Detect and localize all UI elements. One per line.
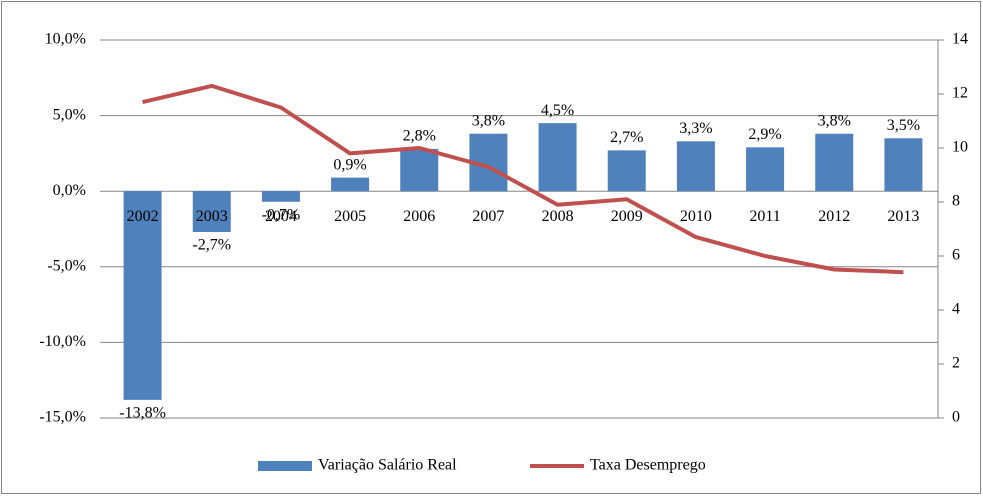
data-label: 3,8% bbox=[472, 112, 505, 129]
y-tick-label: -15,0% bbox=[39, 409, 86, 426]
x-tick-label: 2007 bbox=[472, 208, 504, 225]
y-tick-label: 0,0% bbox=[53, 182, 86, 199]
x-tick-label: 2013 bbox=[887, 208, 919, 225]
x-tick-label: 2003 bbox=[196, 208, 228, 225]
x-tick-label: 2006 bbox=[403, 208, 435, 225]
legend-label: Taxa Desemprego bbox=[590, 457, 706, 474]
data-label: 2,7% bbox=[610, 129, 643, 146]
y2-tick-label: 2 bbox=[952, 355, 960, 372]
x-tick-label: 2009 bbox=[611, 208, 643, 225]
bar bbox=[400, 148, 439, 192]
bar bbox=[123, 191, 162, 400]
y2-tick-label: 8 bbox=[952, 193, 960, 210]
bar bbox=[884, 138, 923, 192]
data-label: 3,5% bbox=[887, 117, 920, 134]
data-label: -2,7% bbox=[192, 237, 231, 254]
x-tick-label: 2008 bbox=[542, 208, 574, 225]
x-tick-label: 2005 bbox=[334, 208, 366, 225]
x-tick-label: 2011 bbox=[749, 208, 780, 225]
x-tick-label: 2002 bbox=[127, 208, 159, 225]
bar bbox=[192, 191, 231, 233]
y-tick-label: -5,0% bbox=[47, 257, 86, 274]
bar bbox=[607, 150, 646, 192]
y2-tick-label: 10 bbox=[952, 139, 968, 156]
y-tick-label: 5,0% bbox=[53, 106, 86, 123]
y2-tick-label: 14 bbox=[952, 31, 968, 48]
legend-label: Variação Salário Real bbox=[318, 457, 457, 474]
bar bbox=[746, 147, 785, 192]
data-label: 2,8% bbox=[403, 128, 436, 145]
bar bbox=[331, 177, 370, 192]
bar bbox=[538, 123, 577, 192]
y2-tick-label: 0 bbox=[952, 409, 960, 426]
y2-tick-label: 4 bbox=[952, 301, 960, 318]
bar bbox=[261, 191, 300, 202]
data-label: 0,9% bbox=[333, 156, 366, 173]
data-label: 3,8% bbox=[818, 112, 851, 129]
bar bbox=[676, 141, 715, 192]
x-tick-label: 2010 bbox=[680, 208, 712, 225]
data-label: 3,3% bbox=[679, 120, 712, 137]
y2-tick-label: 6 bbox=[952, 247, 960, 264]
y-tick-label: 10,0% bbox=[45, 31, 86, 48]
y-tick-label: -10,0% bbox=[39, 333, 86, 350]
legend-swatch bbox=[258, 461, 312, 471]
line bbox=[142, 83, 904, 275]
data-label: 2,9% bbox=[748, 126, 781, 143]
x-tick-label: 2012 bbox=[818, 208, 850, 225]
x-tick-label: 2004 bbox=[265, 208, 297, 225]
y2-tick-label: 12 bbox=[952, 85, 968, 102]
data-label: -0,7% bbox=[262, 206, 301, 223]
data-label: -13,8% bbox=[119, 405, 166, 422]
data-label: 4,5% bbox=[541, 102, 574, 119]
bar bbox=[815, 133, 854, 192]
